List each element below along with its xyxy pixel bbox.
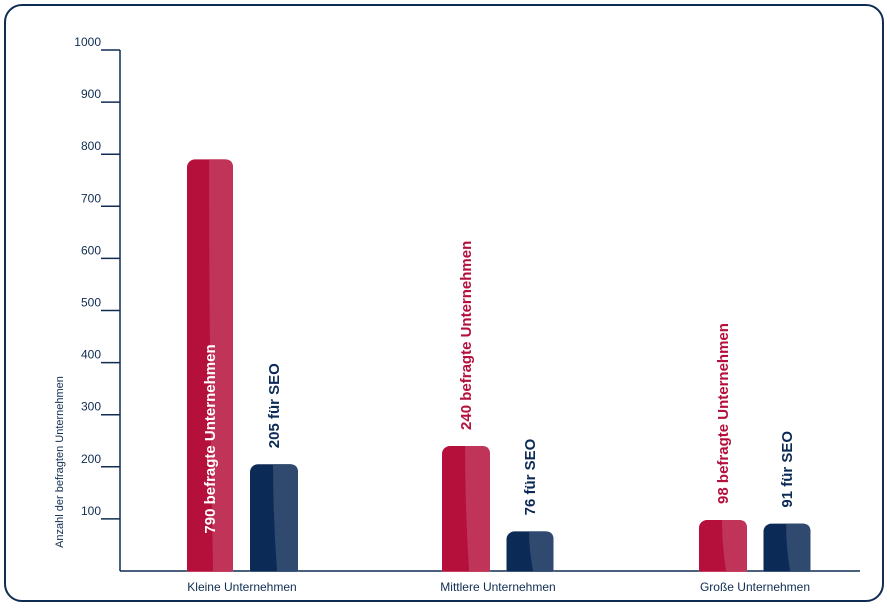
y-tick-label: 1000	[74, 35, 101, 49]
bar-group	[698, 519, 748, 580]
bar-highlight	[722, 519, 747, 571]
bar-group	[505, 531, 555, 580]
bar-value-label: 98 befragte Unternehmen	[715, 323, 732, 504]
y-axis: 100 200 300 400 500 600 700 800 900 1000	[74, 35, 860, 572]
x-category-label: Mittlere Unternehmen	[440, 580, 555, 594]
bar-group	[186, 159, 234, 580]
x-category-label: Kleine Unternehmen	[187, 580, 296, 594]
bar-group	[441, 445, 491, 580]
bar-base-mask	[762, 571, 812, 580]
x-category-label: Große Unternehmen	[700, 580, 810, 594]
y-axis-title: Anzahl der befragten Unternehmen	[54, 376, 66, 548]
bar-base-mask	[249, 571, 299, 580]
y-tick-label: 500	[81, 296, 101, 310]
y-tick-label: 400	[81, 348, 101, 362]
y-tick-label: 800	[81, 139, 101, 153]
bar-base-mask	[186, 571, 234, 580]
bar-highlight	[465, 445, 490, 571]
bar-highlight	[273, 464, 298, 571]
bars: 790 befragte Unternehmen 205 für SEO 240 b…	[186, 159, 812, 580]
bar-highlight	[529, 531, 554, 571]
bar-value-label: 91 für SEO	[779, 431, 796, 508]
y-tick-label: 100	[81, 504, 101, 518]
bar-base-mask	[698, 571, 748, 580]
bar-highlight	[209, 159, 233, 571]
bar-value-label: 790 befragte Unternehmen	[202, 344, 219, 533]
category-labels: Kleine Unternehmen Mittlere Unternehmen Gr…	[187, 580, 810, 594]
bar-highlight	[786, 523, 811, 571]
bar-value-label: 240 befragte Unternehmen	[458, 241, 475, 430]
y-tick-label: 700	[81, 191, 101, 205]
y-tick-label: 600	[81, 243, 101, 257]
bar-group	[762, 523, 812, 580]
bar-group	[249, 464, 299, 580]
y-tick-label: 200	[81, 452, 101, 466]
bar-base-mask	[505, 571, 555, 580]
bar-base-mask	[441, 571, 491, 580]
bar-value-label: 76 für SEO	[522, 438, 539, 515]
y-tick-label: 300	[81, 400, 101, 414]
bar-value-label: 205 für SEO	[266, 363, 283, 448]
y-tick-label: 900	[81, 87, 101, 101]
